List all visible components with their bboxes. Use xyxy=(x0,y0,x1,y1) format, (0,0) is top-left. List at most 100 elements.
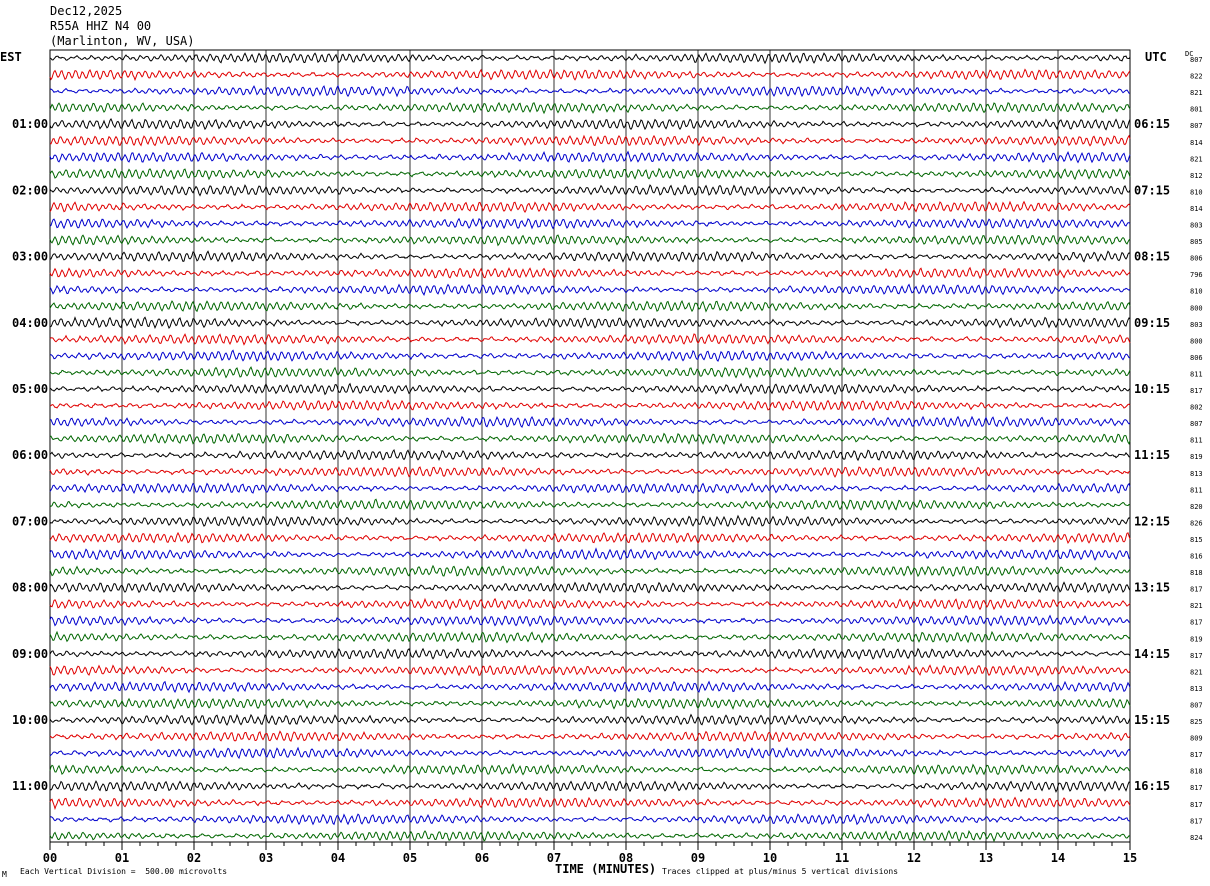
seismogram-trace xyxy=(49,482,1131,495)
seismogram-trace xyxy=(49,713,1131,726)
dc-offset-label: 800 xyxy=(1190,337,1203,345)
seismogram-trace xyxy=(49,680,1131,694)
plot-frame xyxy=(49,49,1131,843)
dc-offset-label: 807 xyxy=(1190,701,1203,709)
left-hour-label: 07:00 xyxy=(12,514,48,528)
seismogram-trace xyxy=(49,581,1131,594)
right-hour-label: 16:15 xyxy=(1134,779,1170,793)
seismogram-trace xyxy=(49,283,1131,296)
dc-offset-label: 813 xyxy=(1190,470,1203,478)
seismogram-trace xyxy=(49,730,1131,743)
seismogram-trace xyxy=(49,466,1131,478)
seismogram-trace xyxy=(49,647,1131,660)
dc-offset-label: 817 xyxy=(1190,652,1203,660)
seismogram-trace xyxy=(49,531,1131,544)
dc-offset-label: 825 xyxy=(1190,718,1203,726)
clipping-note: Traces clipped at plus/minus 5 vertical … xyxy=(662,867,899,876)
helicorder-date: Dec12,2025 xyxy=(50,4,123,18)
seismogram-trace xyxy=(49,84,1131,98)
dc-offset-label: 811 xyxy=(1190,370,1203,378)
left-hour-label: 05:00 xyxy=(12,382,48,396)
seismogram-trace xyxy=(49,399,1131,412)
dc-offset-label: 817 xyxy=(1190,586,1203,594)
dc-offset-label: 806 xyxy=(1190,255,1203,263)
right-hour-label: 12:15 xyxy=(1134,514,1170,528)
dc-offset-label: 819 xyxy=(1190,453,1203,461)
seismogram-trace xyxy=(49,366,1131,379)
dc-offset-label: 809 xyxy=(1190,735,1203,743)
seismogram-trace xyxy=(49,796,1131,811)
seismogram-trace xyxy=(49,217,1131,230)
seismogram-trace xyxy=(49,432,1131,446)
x-tick-label: 05 xyxy=(403,851,417,865)
dc-offset-label: 815 xyxy=(1190,536,1203,544)
dc-offset-label: 821 xyxy=(1190,89,1203,97)
seismogram-trace xyxy=(49,448,1131,462)
seismogram-trace xyxy=(49,101,1131,115)
dc-offset-label: 814 xyxy=(1190,205,1203,213)
dc-offset-label: 826 xyxy=(1190,519,1203,527)
x-tick-label: 15 xyxy=(1123,851,1137,865)
right-hour-label: 06:15 xyxy=(1134,117,1170,131)
left-timezone-label: EST xyxy=(0,50,22,64)
dc-offset-label: 811 xyxy=(1190,437,1203,445)
seismogram-trace xyxy=(49,234,1131,247)
seismogram-trace xyxy=(49,564,1131,578)
seismogram-trace xyxy=(49,333,1131,346)
dc-offset-label: 811 xyxy=(1190,486,1203,494)
seismogram-trace xyxy=(49,498,1131,511)
seismogram-trace xyxy=(49,300,1131,313)
dc-offset-label: 817 xyxy=(1190,784,1203,792)
x-tick-label: 01 xyxy=(115,851,129,865)
right-hour-label: 14:15 xyxy=(1134,647,1170,661)
right-hour-label: 08:15 xyxy=(1134,250,1170,264)
dc-offset-label: 821 xyxy=(1190,668,1203,676)
seismogram-trace xyxy=(49,316,1131,330)
dc-offset-label: 814 xyxy=(1190,139,1203,147)
seismogram-trace xyxy=(49,547,1131,561)
seismogram-trace xyxy=(49,415,1131,429)
dc-offset-label: 817 xyxy=(1190,801,1203,809)
corner-mark: M xyxy=(2,870,7,879)
dc-offset-label: 810 xyxy=(1190,188,1203,196)
seismogram-trace xyxy=(49,614,1131,628)
x-tick-label: 02 xyxy=(187,851,201,865)
right-timezone-label: UTC xyxy=(1145,50,1167,64)
seismogram-trace xyxy=(49,514,1131,528)
seismogram-trace xyxy=(49,184,1131,197)
seismogram-trace xyxy=(49,746,1131,760)
x-tick-label: 00 xyxy=(43,851,57,865)
dc-offset-label: 807 xyxy=(1190,420,1203,428)
left-hour-label: 02:00 xyxy=(12,183,48,197)
seismogram-trace xyxy=(49,68,1131,82)
dc-offset-label: 824 xyxy=(1190,834,1203,842)
dc-offset-label: 822 xyxy=(1190,73,1203,81)
left-hour-label: 03:00 xyxy=(12,250,48,264)
dc-offset-label: 821 xyxy=(1190,602,1203,610)
x-tick-label: 04 xyxy=(331,851,345,865)
seismogram-trace xyxy=(49,664,1131,677)
station-code: R55A HHZ N4 00 xyxy=(50,19,152,33)
seismogram-trace xyxy=(49,780,1131,793)
seismogram-trace xyxy=(49,382,1131,396)
x-tick-label: 09 xyxy=(691,851,705,865)
x-tick-label: 11 xyxy=(835,851,849,865)
seismogram-trace xyxy=(49,150,1131,164)
x-tick-label: 14 xyxy=(1051,851,1065,865)
seismogram-trace xyxy=(49,118,1131,131)
x-tick-label: 06 xyxy=(475,851,489,865)
right-hour-label: 15:15 xyxy=(1134,713,1170,727)
seismogram-trace xyxy=(49,167,1131,181)
station-location: (Marlinton, WV, USA) xyxy=(50,34,195,48)
dc-offset-label: 803 xyxy=(1190,222,1203,230)
left-hour-label: 06:00 xyxy=(12,448,48,462)
dc-offset-label: 819 xyxy=(1190,635,1203,643)
x-tick-label: 13 xyxy=(979,851,993,865)
seismogram-trace xyxy=(49,52,1131,65)
dc-offset-label: 813 xyxy=(1190,685,1203,693)
left-hour-label: 08:00 xyxy=(12,581,48,595)
left-hour-label: 01:00 xyxy=(12,117,48,131)
dc-offset-label: 820 xyxy=(1190,503,1203,511)
left-hour-label: 11:00 xyxy=(12,779,48,793)
